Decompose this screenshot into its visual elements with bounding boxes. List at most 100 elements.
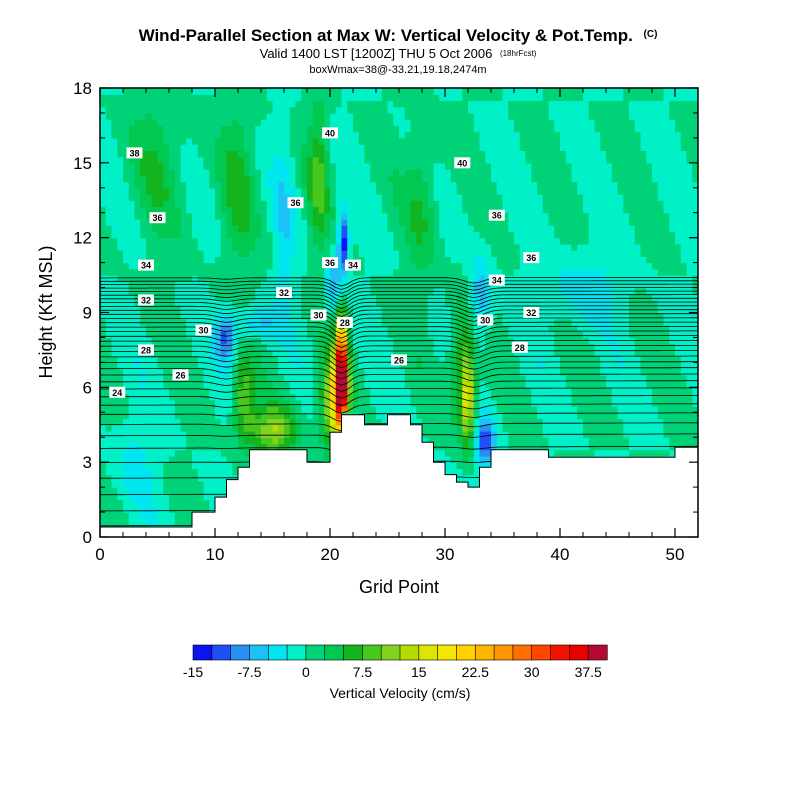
w-field-cell [180,518,187,526]
w-field-cell [249,275,256,282]
w-field-cell [324,281,331,289]
w-field-cell [203,256,210,264]
w-field-cell [134,225,141,233]
w-field-cell [496,187,504,195]
w-field-cell [491,430,498,438]
w-field-cell [111,412,118,420]
w-field-cell [468,387,475,395]
w-field-cell [456,212,463,220]
w-field-cell [318,368,325,376]
w-field-cell [479,393,486,401]
w-field-cell [381,312,389,320]
w-field-cell [502,131,509,139]
w-field-cell [404,293,412,301]
w-field-cell [427,393,435,401]
w-field-cell [192,225,199,233]
w-field-cell [381,125,389,133]
w-field-cell [525,268,532,276]
w-field-cell [284,243,291,251]
w-field-cell [284,169,291,176]
w-field-cell [243,368,251,376]
w-field-cell [399,206,406,214]
w-field-cell [502,424,509,432]
w-field-cell [347,287,354,295]
w-field-cell [427,362,435,370]
w-field-cell [301,206,308,214]
w-field-cell [312,237,320,245]
w-field-cell [226,131,233,139]
w-field-cell [186,200,193,208]
w-field-cell [215,468,222,476]
w-field-cell [157,381,164,388]
w-field-cell [128,443,136,451]
w-field-cell [209,125,216,133]
w-field-cell [531,356,538,363]
w-field-cell [445,119,452,127]
w-field-cell [376,150,383,158]
w-field-cell [192,480,199,488]
w-field-cell [266,268,274,276]
w-field-cell [393,125,400,133]
w-field-cell [209,218,216,226]
w-field-cell [266,243,274,251]
w-field-cell [485,449,492,457]
w-field-cell [128,356,136,363]
w-field-cell [537,268,544,276]
w-field-cell [105,262,113,270]
w-field-cell [514,212,521,220]
w-field-cell [330,324,337,332]
w-field-cell [157,94,164,102]
w-field-cell [278,175,285,183]
w-field-cell [243,312,251,320]
w-field-cell [215,337,222,345]
w-field-cell [347,275,354,282]
w-field-cell [548,268,555,276]
w-field-cell [416,144,423,151]
w-field-cell [565,169,573,176]
w-field-cell [491,256,498,264]
w-field-cell [169,300,176,307]
w-field-cell [134,455,141,463]
w-field-cell [238,337,245,345]
w-field-cell [140,455,147,463]
w-field-cell [123,443,130,451]
w-field-cell [238,318,245,326]
w-field-cell [485,169,492,176]
w-field-cell [157,156,164,164]
w-field-cell [324,237,331,245]
w-field-cell [393,387,400,395]
w-field-cell [243,156,251,164]
w-field-cell [163,462,170,470]
w-field-cell [335,356,343,363]
w-field-cell [537,250,544,257]
w-field-cell [192,343,199,351]
w-field-cell [174,518,182,526]
w-field-cell [542,150,550,158]
w-field-cell [278,162,285,170]
w-field-cell [100,162,107,170]
w-field-cell [134,505,141,513]
w-field-cell [261,331,268,339]
w-field-cell [220,119,228,127]
w-field-cell [358,100,366,108]
w-field-cell [370,368,377,376]
w-field-cell [278,331,285,339]
w-field-cell [232,287,239,295]
w-field-cell [123,455,130,463]
w-field-cell [134,212,141,220]
w-field-cell [134,480,141,488]
w-field-cell [542,194,550,201]
w-field-cell [226,112,233,120]
w-field-cell [215,150,222,158]
w-field-cell [399,275,406,282]
w-field-cell [364,200,371,208]
w-field-cell [548,418,555,426]
w-field-cell [450,443,458,451]
w-field-cell [123,430,130,438]
w-field-cell [514,150,521,158]
w-field-cell [295,306,302,314]
w-field-cell [209,131,216,139]
w-field-cell [450,156,458,164]
w-field-cell [502,362,509,370]
w-field-cell [117,119,124,127]
